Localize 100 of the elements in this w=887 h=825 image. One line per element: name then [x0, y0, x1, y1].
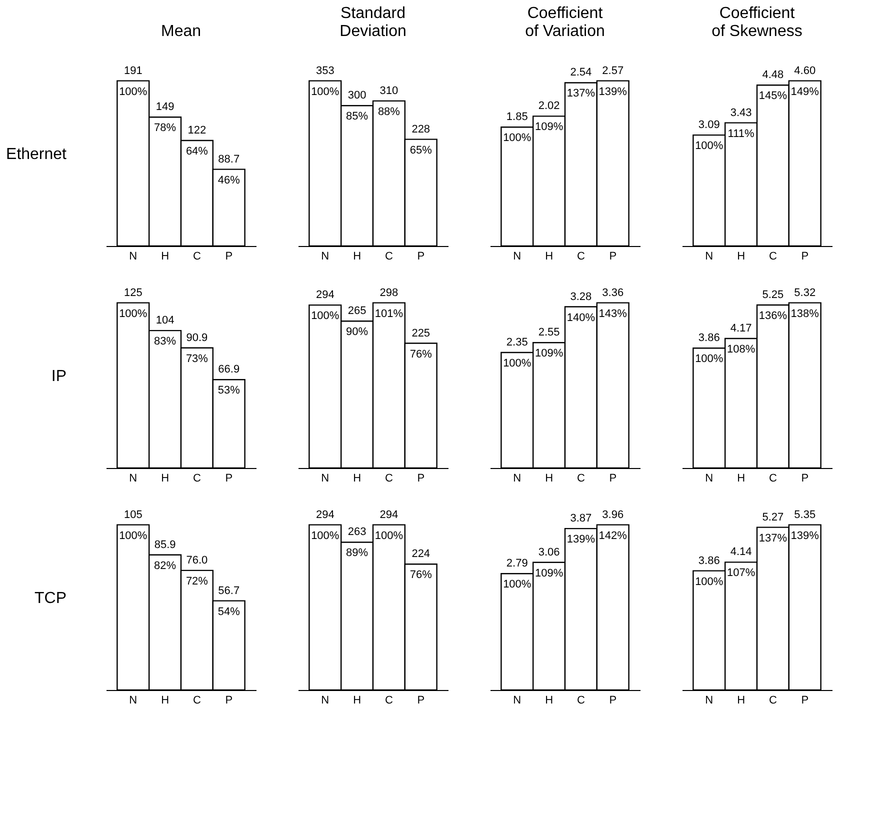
annotation: 109% [534, 121, 564, 134]
x-tick-label: C [576, 472, 585, 484]
annotation: 65% [410, 144, 432, 156]
x-tick-label: C [192, 472, 201, 484]
annotation: 78% [154, 122, 176, 134]
annotation: 89% [346, 547, 368, 560]
data-label: 122 [188, 124, 206, 136]
annotation: 100% [695, 353, 724, 366]
y-axis-title: TCP [34, 590, 66, 607]
x-tick-label: P [417, 694, 425, 706]
x-tick-label: P [417, 472, 425, 484]
x-tick-label: H [353, 472, 362, 484]
x-tick-label: N [321, 472, 330, 484]
data-label: 3.36 [602, 286, 624, 299]
x-tick-label: H [353, 694, 362, 706]
data-label: 2.55 [538, 326, 560, 339]
annotation: 73% [186, 352, 208, 365]
x-tick-label: N [705, 472, 714, 484]
data-label: 3.09 [698, 119, 720, 132]
annotation: 85% [346, 110, 368, 123]
data-label: 85.9 [154, 538, 176, 551]
data-label: 4.60 [794, 64, 816, 77]
annotation: 101% [374, 308, 404, 320]
x-tick-label: N [705, 694, 714, 706]
x-tick-label: H [161, 694, 170, 706]
data-label: 2.54 [570, 66, 592, 79]
x-tick-label: P [609, 694, 617, 706]
annotation: 100% [503, 132, 532, 144]
x-tick-label: P [801, 250, 809, 262]
data-label: 2.02 [538, 100, 560, 112]
annotation: 109% [534, 567, 564, 580]
annotation: 111% [728, 128, 755, 140]
x-tick-label: C [768, 250, 777, 262]
y-axis-title: Ethernet [6, 146, 68, 163]
data-label: 56.7 [218, 584, 240, 597]
x-tick-label: H [737, 694, 746, 706]
annotation: 137% [758, 532, 788, 544]
x-tick-label: C [768, 472, 777, 484]
annotation: 88% [378, 106, 400, 118]
data-label: 224 [412, 548, 430, 560]
annotation: 108% [726, 344, 756, 356]
data-label: 3.43 [730, 106, 752, 119]
annotation: 100% [695, 140, 724, 152]
annotation: 100% [695, 576, 724, 588]
annotation: 100% [374, 530, 404, 542]
data-label: 66.9 [218, 364, 240, 376]
data-label: 300 [348, 90, 366, 102]
data-label: 298 [380, 286, 398, 299]
annotation: 90% [346, 326, 368, 338]
x-tick-label: C [192, 694, 201, 706]
x-tick-label: P [801, 472, 809, 484]
annotation: 136% [758, 310, 788, 322]
x-tick-label: H [545, 472, 554, 484]
x-tick-label: N [513, 250, 522, 262]
x-tick-label: N [321, 694, 330, 706]
data-label: 3.28 [570, 290, 592, 303]
x-tick-label: C [576, 694, 585, 706]
data-label: 1.85 [506, 111, 528, 124]
chart-title: Coefficient of Skewness [712, 5, 802, 40]
data-label: 228 [412, 123, 430, 136]
x-tick-label: N [513, 472, 522, 484]
annotation: 76% [410, 569, 432, 582]
data-label: 105 [124, 508, 142, 521]
x-tick-label: P [609, 472, 617, 484]
data-label: 2.35 [506, 336, 528, 348]
x-tick-label: N [129, 472, 138, 484]
x-tick-label: C [576, 250, 585, 262]
annotation: 100% [503, 578, 532, 591]
data-label: 88.7 [218, 153, 240, 166]
data-label: 294 [380, 508, 398, 521]
data-label: 125 [124, 286, 142, 299]
x-tick-label: P [609, 250, 617, 262]
annotation: 149% [790, 86, 820, 98]
annotation: 100% [119, 86, 148, 98]
x-tick-label: C [384, 250, 393, 262]
data-label: 2.57 [602, 64, 624, 77]
annotation: 107% [726, 567, 756, 580]
annotation: 137% [566, 88, 596, 100]
annotation: 145% [758, 90, 788, 102]
x-tick-label: H [545, 694, 554, 706]
data-label: 3.86 [698, 554, 720, 567]
x-tick-label: H [545, 250, 554, 262]
data-label: 191 [124, 64, 142, 77]
annotation: 138% [790, 308, 820, 320]
annotation: 100% [311, 310, 340, 322]
data-label: 265 [348, 305, 366, 318]
annotation: 139% [598, 86, 628, 98]
data-label: 5.25 [762, 288, 784, 301]
data-label: 225 [412, 327, 430, 340]
x-tick-label: P [417, 250, 425, 262]
annotation: 100% [311, 530, 340, 542]
data-label: 149 [156, 101, 174, 114]
annotation: 143% [598, 308, 628, 320]
x-tick-label: C [768, 694, 777, 706]
data-label: 353 [316, 64, 334, 77]
annotation: 100% [311, 86, 340, 98]
chart-title: Mean [160, 23, 202, 40]
data-label: 3.87 [570, 512, 592, 525]
annotation: 100% [503, 357, 532, 370]
data-label: 294 [316, 289, 334, 302]
